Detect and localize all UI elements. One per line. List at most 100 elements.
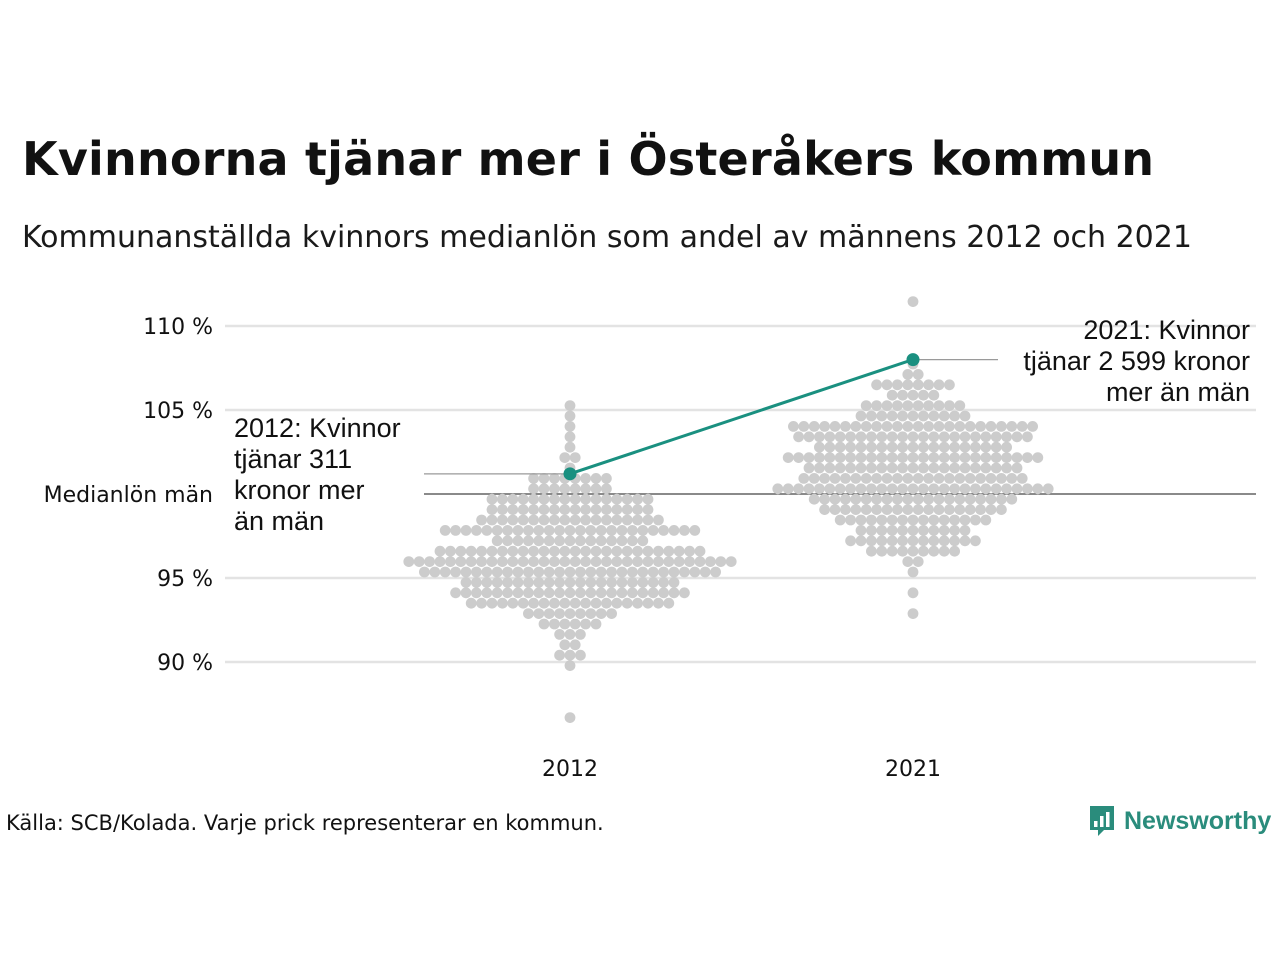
data-point-2021 [808,493,820,505]
data-point-2021 [892,473,903,484]
data-point-2021 [824,431,836,443]
x-tick-label-2021: 2021 [885,757,941,782]
data-point-2012 [481,587,493,599]
data-point-2012 [580,504,591,515]
data-point-2012 [455,556,467,567]
data-point-2021 [980,462,992,474]
data-point-2012 [642,556,654,567]
data-point-2012 [564,441,576,453]
data-point-2021 [907,462,919,474]
data-point-2021 [866,525,877,536]
data-point-2021 [949,431,960,443]
data-point-2021 [897,545,908,557]
data-point-2021 [1006,473,1018,484]
data-point-2012 [668,577,680,588]
data-point-2012 [512,577,524,588]
data-point-2012 [523,566,534,578]
data-point-2021 [1001,431,1012,443]
data-point-2012 [611,545,623,557]
data-point-2012 [564,577,576,588]
data-point-2021 [814,431,825,443]
data-point-2021 [788,421,799,432]
data-point-2021 [897,431,908,443]
data-point-2012 [575,566,586,578]
data-point-2012 [694,556,706,567]
data-point-2021 [850,504,862,515]
data-point-2012 [502,525,513,536]
data-point-2012 [559,597,571,609]
data-point-2021 [990,483,1002,495]
data-point-2012 [543,566,555,578]
data-point-2012 [658,577,669,588]
data-point-2021 [892,421,903,432]
data-point-2021 [959,483,971,495]
highlight-point-2021 [906,353,920,367]
data-point-2021 [959,525,971,536]
data-point-2012 [668,566,680,578]
data-point-2012 [653,597,664,609]
data-point-2012 [632,545,643,557]
data-point-2012 [486,493,498,505]
data-point-2021 [938,545,950,557]
data-point-2021 [866,410,877,422]
data-point-2012 [569,483,581,495]
data-point-2012 [465,545,477,557]
data-point-2021 [834,483,846,495]
data-point-2012 [627,577,638,588]
data-point-2012 [533,525,545,536]
data-point-2021 [876,462,888,474]
data-point-2021 [886,514,898,526]
data-point-2012 [705,556,716,567]
data-point-2012 [450,587,461,599]
data-point-2021 [1027,421,1038,432]
data-point-2012 [564,587,576,599]
data-point-2021 [954,493,966,505]
data-point-2021 [808,473,820,484]
data-point-2021 [902,504,914,515]
data-point-2021 [970,452,981,463]
data-point-2012 [590,504,602,515]
data-point-2021 [975,421,986,432]
data-point-2021 [944,504,955,515]
data-point-2021 [959,462,971,474]
data-point-2012 [507,514,519,526]
data-point-2021 [897,462,908,474]
data-point-2021 [970,462,981,474]
bar-chart-speech-bubble-icon [1090,806,1114,836]
data-point-2021 [980,441,992,453]
data-point-2012 [673,556,685,567]
data-point-2012 [429,566,441,578]
data-point-2021 [1016,473,1028,484]
data-point-2021 [829,421,841,432]
data-point-2012 [569,597,581,609]
data-point-2021 [907,483,919,495]
data-point-2012 [679,525,690,536]
data-point-2021 [902,556,914,567]
data-point-2021 [985,421,997,432]
data-point-2012 [538,545,550,557]
data-point-2021 [944,379,955,391]
data-point-2012 [497,504,508,515]
data-point-2021 [860,421,872,432]
data-point-2021 [990,431,1002,443]
data-point-2012 [554,535,565,547]
data-point-2012 [590,556,602,567]
data-point-2012 [471,525,482,536]
data-point-2021 [845,452,856,463]
data-point-2021 [886,389,898,401]
data-point-2012 [523,608,534,619]
data-point-2012 [580,493,591,505]
data-point-2012 [647,566,659,578]
data-point-2012 [564,629,576,640]
data-point-2012 [538,473,550,484]
data-point-2012 [507,556,519,567]
chart-title: Kvinnorna tjänar mer i Österåkers kommun [22,132,1155,186]
data-point-2012 [621,493,633,505]
data-point-2012 [564,400,576,411]
data-point-2012 [606,535,617,547]
data-point-2021 [814,452,825,463]
data-point-2012 [476,556,487,567]
data-point-2012 [575,649,586,661]
data-point-2021 [860,400,872,411]
data-point-2021 [845,483,856,495]
